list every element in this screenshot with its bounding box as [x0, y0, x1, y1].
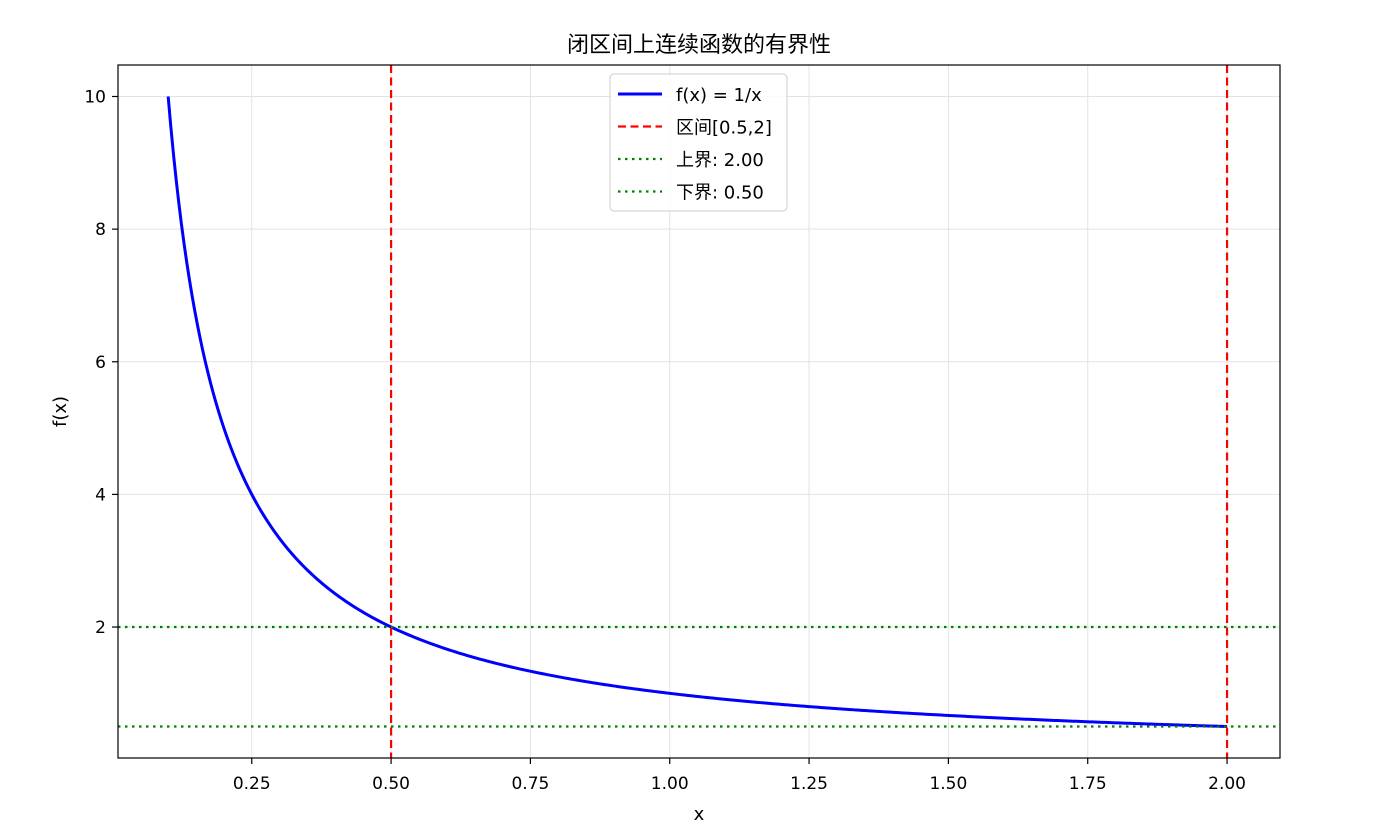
- axes-frame: [117, 64, 1281, 759]
- legend-entry-interval-label: 区间[0.5,2]: [676, 118, 772, 139]
- x-tick-label: 1.75: [1069, 774, 1107, 794]
- plot-area: [118, 65, 1280, 758]
- series-line-f-of-x: [166, 96, 1228, 728]
- legend-entry-f-of-x-label: f(x) = 1/x: [676, 85, 762, 106]
- y-tick-label: 4: [95, 485, 106, 505]
- y-tick-label: 8: [95, 220, 106, 240]
- legend-entry-upper-bound-label: 上界: 2.00: [676, 150, 764, 171]
- legend: f(x) = 1/x 区间[0.5,2] 上界: 2.00 下界: 0.50: [609, 73, 788, 212]
- y-axis-label: f(x): [50, 396, 71, 427]
- x-tick-label: 1.00: [651, 774, 689, 794]
- legend-entry-lower-bound-label: 下界: 0.50: [676, 183, 764, 204]
- legend-box: [609, 73, 788, 212]
- x-tick-label: 1.25: [790, 774, 828, 794]
- y-tick-label: 10: [84, 88, 106, 108]
- x-tick-label: 1.50: [929, 774, 967, 794]
- x-tick-label: 0.50: [372, 774, 410, 794]
- x-tick-label: 0.75: [511, 774, 549, 794]
- ticks: 0.25 0.50 0.75 1.00 1.25 1.50 1.75 2.00 2 4 6 8 10: [84, 88, 1246, 795]
- chart-title: 闭区间上连续函数的有界性: [567, 33, 831, 58]
- y-tick-label: 2: [95, 618, 106, 638]
- y-tick-label: 6: [95, 353, 106, 373]
- x-tick-label: 2.00: [1208, 774, 1246, 794]
- x-axis-label: x: [694, 804, 705, 825]
- x-tick-label: 0.25: [233, 774, 271, 794]
